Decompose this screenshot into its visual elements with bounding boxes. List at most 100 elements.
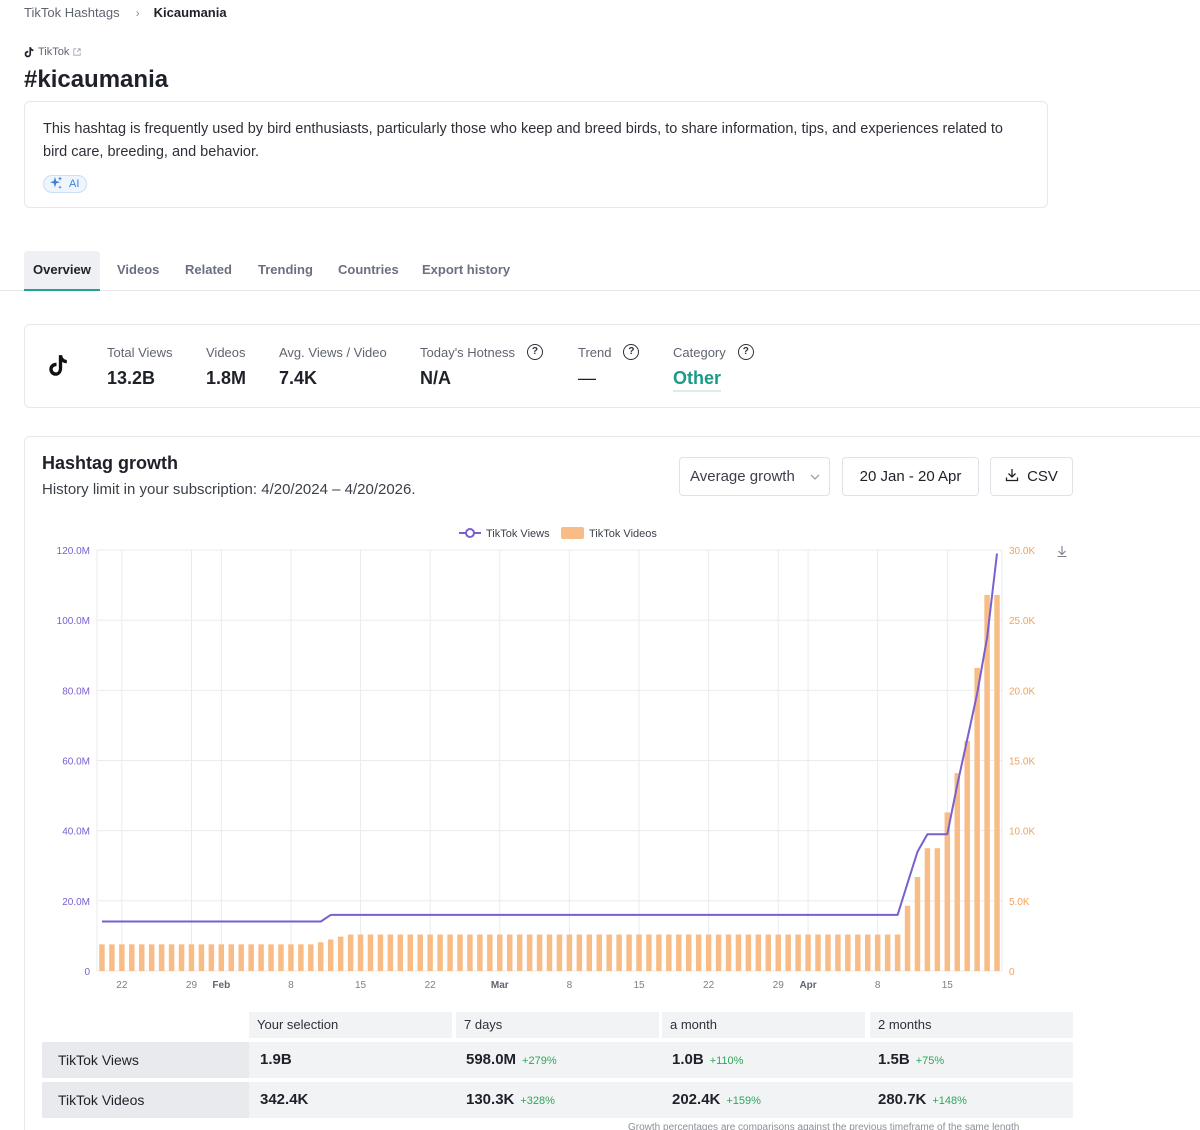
tab-export-history[interactable]: Export history	[422, 262, 511, 277]
videos-bar	[457, 934, 463, 971]
videos-bar	[367, 934, 374, 971]
videos-bar	[805, 934, 811, 971]
x-axis-tick-label: 29	[186, 980, 198, 991]
left-axis-tick-label: 120.0M	[57, 546, 90, 557]
platform-link[interactable]: TikTok	[24, 46, 81, 58]
right-axis-tick-label: 5.0K	[1009, 897, 1030, 908]
right-axis-tick-label: 0	[1009, 967, 1015, 978]
videos-bar	[178, 944, 185, 971]
table-cell: 202.4K +159%	[672, 1082, 761, 1118]
left-axis-tick-label: 80.0M	[62, 686, 90, 697]
help-icon[interactable]: ?	[737, 344, 754, 360]
videos-bar	[357, 934, 364, 971]
growth-percent: +328%	[520, 1095, 555, 1107]
videos-bar	[884, 934, 891, 971]
videos-bar	[715, 934, 722, 971]
date-range-value: 20 Jan - 20 Apr	[859, 468, 962, 485]
x-axis: 22 29 Feb 8 15 22 Mar 8 15 22 29 Apr 8 15	[116, 980, 953, 991]
right-axis-tick-label: 25.0K	[1009, 616, 1035, 627]
videos-bar	[258, 944, 264, 971]
videos-bar	[775, 934, 781, 971]
column-header: Your selection	[249, 1012, 452, 1038]
videos-bar	[337, 936, 344, 971]
cell-value: 1.0B	[672, 1051, 704, 1068]
growth-mode-value: Average growth	[690, 468, 795, 485]
chart-legend[interactable]: TikTok Views TikTok Videos	[459, 527, 657, 540]
videos-bar	[795, 934, 801, 971]
tab-trending[interactable]: Trending	[258, 262, 313, 277]
stat-value: 7.4K	[279, 368, 318, 388]
x-axis-tick-label: 22	[703, 980, 715, 991]
row-label: TikTok Videos	[42, 1082, 249, 1118]
stat-avg-views: Avg. Views / Video 7.4K	[279, 344, 387, 389]
videos-bar	[894, 934, 901, 971]
videos-bar	[725, 934, 732, 971]
help-icon[interactable]: ?	[623, 344, 640, 360]
videos-bar	[536, 934, 543, 971]
x-axis-tick-label: 8	[567, 980, 573, 991]
stat-label: Avg. Views / Video	[279, 344, 387, 360]
category-link[interactable]: Other	[673, 368, 722, 392]
videos-bar	[288, 944, 294, 971]
growth-percent: +110%	[709, 1055, 744, 1067]
right-axis-tick-label: 20.0K	[1009, 686, 1035, 697]
videos-bar	[855, 934, 861, 971]
growth-chart: 0 20.0M 40.0M 60.0M 80.0M 100.0M 120.0M 0 5.0K 1…	[57, 527, 1067, 991]
left-axis-tick-label: 100.0M	[57, 616, 90, 627]
cell-value: 1.5B	[878, 1051, 910, 1068]
videos-bar	[576, 934, 583, 971]
table-cell: 1.9B	[260, 1042, 292, 1078]
footnote: Growth percentages are comparisons again…	[628, 1122, 1020, 1130]
cell-value: 342.4K	[260, 1091, 309, 1108]
videos-bar	[914, 876, 921, 971]
videos-bar	[427, 934, 433, 971]
videos-bar	[308, 944, 314, 971]
right-axis-tick-label: 30.0K	[1009, 546, 1035, 557]
date-range-button[interactable]: 20 Jan - 20 Apr	[842, 457, 979, 496]
videos-bar	[129, 944, 135, 971]
right-axis-tick-label: 10.0K	[1009, 827, 1035, 838]
chart-download-icon[interactable]	[1057, 546, 1067, 558]
help-icon[interactable]: ?	[526, 344, 543, 360]
videos-bar	[268, 944, 274, 971]
table-cell: 130.3K +328%	[466, 1082, 555, 1118]
x-axis-tick-label: 29	[773, 980, 785, 991]
videos-bar	[477, 934, 483, 971]
videos-bar	[377, 934, 384, 971]
videos-bar	[874, 934, 881, 971]
ai-badge: AI	[43, 175, 88, 193]
videos-bar	[616, 934, 622, 971]
x-axis-tick-label: 15	[942, 980, 954, 991]
videos-bar	[397, 934, 404, 971]
table-cell: 342.4K	[260, 1082, 308, 1118]
videos-bar	[676, 934, 682, 971]
left-axis-tick-label: 0	[84, 967, 90, 978]
legend-views-label: TikTok Views	[486, 528, 550, 540]
chevron-right-icon: ›	[135, 5, 140, 20]
videos-bar	[695, 934, 702, 971]
tab-related[interactable]: Related	[185, 262, 232, 277]
growth-percent: +279%	[522, 1055, 557, 1067]
csv-download-button[interactable]: CSV	[990, 457, 1073, 496]
videos-bar	[586, 934, 593, 971]
videos-bar	[526, 934, 533, 971]
breadcrumb-root-link[interactable]: TikTok Hashtags	[24, 5, 120, 20]
tab-overview[interactable]: Overview	[24, 251, 100, 291]
growth-card	[24, 436, 1200, 1130]
videos-bar	[516, 934, 523, 971]
tab-videos[interactable]: Videos	[117, 262, 160, 277]
videos-bar	[994, 594, 1000, 971]
stat-label: Videos	[206, 344, 246, 360]
cell-value: 598.0M	[466, 1051, 517, 1068]
videos-bar	[626, 934, 632, 971]
growth-percent: +75%	[915, 1055, 945, 1067]
left-axis-tick-label: 60.0M	[62, 757, 90, 768]
left-axis-tick-label: 20.0M	[62, 897, 90, 908]
tab-countries[interactable]: Countries	[338, 262, 399, 277]
videos-bar	[407, 934, 414, 971]
growth-percent: +159%	[726, 1095, 761, 1107]
legend-videos-label: TikTok Videos	[589, 528, 657, 540]
growth-mode-select[interactable]: Average growth	[679, 457, 830, 496]
videos-bar	[705, 934, 712, 971]
videos-bar	[99, 944, 105, 971]
